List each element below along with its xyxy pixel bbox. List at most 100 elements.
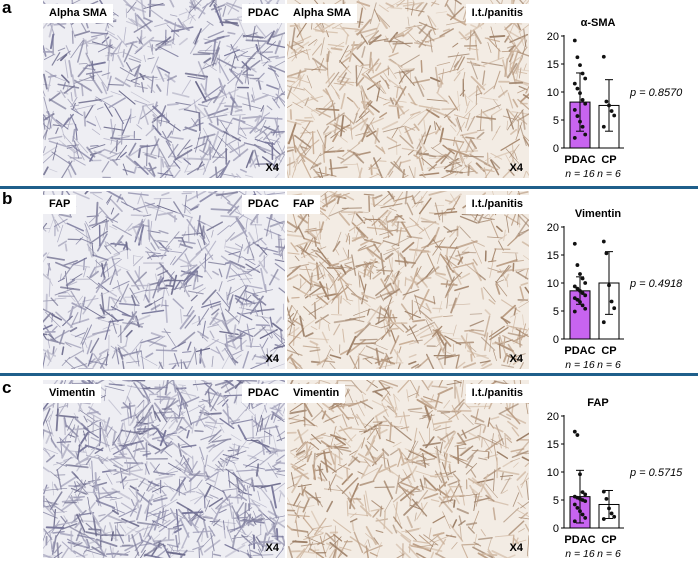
data-point	[583, 293, 587, 297]
data-point	[573, 430, 577, 434]
data-point	[583, 307, 587, 311]
micrograph-texture	[43, 380, 285, 558]
data-point	[602, 490, 606, 494]
micrograph-right: FAP I.t./panitis X4	[287, 191, 529, 369]
data-point	[581, 304, 585, 308]
chart-title: FAP	[587, 397, 608, 409]
data-point	[612, 515, 616, 519]
y-tick-label: 20	[547, 222, 559, 234]
group-label: PDAC	[242, 4, 285, 23]
stain-label: FAP	[43, 195, 76, 214]
n-label: n = 16	[565, 168, 595, 180]
data-point	[583, 499, 587, 503]
data-point	[578, 91, 582, 95]
micrograph-left: Vimentin PDAC X4	[43, 380, 285, 558]
data-point	[581, 513, 585, 517]
data-point	[610, 109, 614, 113]
stain-label: Vimentin	[43, 384, 101, 403]
x-category-label: PDAC	[564, 154, 595, 166]
group-label: I.t./panitis	[466, 4, 529, 23]
n-label: n = 16	[565, 548, 595, 560]
data-point	[573, 39, 577, 43]
n-label: n = 6	[597, 168, 621, 180]
y-tick-label: 10	[547, 87, 559, 99]
magnification-label: X4	[266, 162, 279, 174]
data-point	[605, 497, 609, 501]
data-point	[573, 519, 577, 523]
n-label: n = 6	[597, 359, 621, 371]
chart-title: α-SMA	[581, 17, 616, 29]
x-category-label: PDAC	[564, 534, 595, 546]
data-point	[576, 55, 580, 59]
data-point	[605, 251, 609, 255]
micrograph-texture	[287, 0, 529, 178]
data-point	[578, 63, 582, 67]
p-value-label: p = 0.5715	[629, 467, 683, 479]
data-point	[573, 503, 577, 507]
y-tick-label: 10	[547, 467, 559, 479]
n-label: n = 16	[565, 359, 595, 371]
y-tick-label: 5	[553, 495, 559, 507]
panel-a: a Alpha SMA PDAC X4 Alpha SMA I.t./panit…	[0, 0, 698, 185]
group-label: I.t./panitis	[466, 384, 529, 403]
data-point	[578, 272, 582, 276]
micrograph-left: Alpha SMA PDAC X4	[43, 0, 285, 178]
data-point	[607, 104, 611, 108]
y-tick-label: 20	[547, 411, 559, 423]
data-point	[581, 98, 585, 102]
panel-c: c Vimentin PDAC X4 Vimentin I.t./panitis…	[0, 380, 698, 565]
magnification-label: X4	[266, 542, 279, 554]
data-point	[573, 310, 577, 314]
data-point	[573, 108, 577, 112]
y-tick-label: 0	[553, 523, 559, 535]
data-point	[612, 114, 616, 118]
y-tick-label: 0	[553, 334, 559, 346]
data-point	[583, 133, 587, 137]
data-point	[578, 509, 582, 513]
magnification-label: X4	[510, 353, 523, 365]
data-point	[576, 506, 580, 510]
y-tick-label: 5	[553, 306, 559, 318]
n-label: n = 6	[597, 548, 621, 560]
y-tick-label: 10	[547, 278, 559, 290]
y-tick-label: 5	[553, 115, 559, 127]
y-tick-label: 20	[547, 31, 559, 43]
data-point	[610, 512, 614, 516]
data-point	[607, 283, 611, 287]
data-point	[602, 240, 606, 244]
x-category-label: CP	[601, 534, 616, 546]
data-point	[581, 72, 585, 76]
data-point	[612, 306, 616, 310]
y-tick-label: 15	[547, 59, 559, 71]
stain-label: Alpha SMA	[43, 4, 113, 23]
micrograph-right: Alpha SMA I.t./panitis X4	[287, 0, 529, 178]
data-point	[583, 281, 587, 285]
chart-title: Vimentin	[575, 208, 622, 220]
data-point	[576, 433, 580, 437]
x-category-label: PDAC	[564, 345, 595, 357]
panel-divider	[0, 373, 698, 376]
data-point	[583, 516, 587, 520]
stain-label: Alpha SMA	[287, 4, 357, 23]
y-tick-label: 15	[547, 250, 559, 262]
micrograph-texture	[287, 380, 529, 558]
data-point	[602, 55, 606, 59]
p-value-label: p = 0.8570	[629, 87, 683, 99]
stain-label: Vimentin	[287, 384, 345, 403]
data-point	[607, 507, 611, 511]
magnification-label: X4	[510, 162, 523, 174]
x-category-label: CP	[601, 345, 616, 357]
panel-divider	[0, 186, 698, 189]
panel-letter: a	[2, 0, 11, 18]
data-point	[583, 102, 587, 106]
data-point	[583, 77, 587, 81]
data-point	[576, 87, 580, 91]
data-point	[610, 300, 614, 304]
data-point	[602, 320, 606, 324]
